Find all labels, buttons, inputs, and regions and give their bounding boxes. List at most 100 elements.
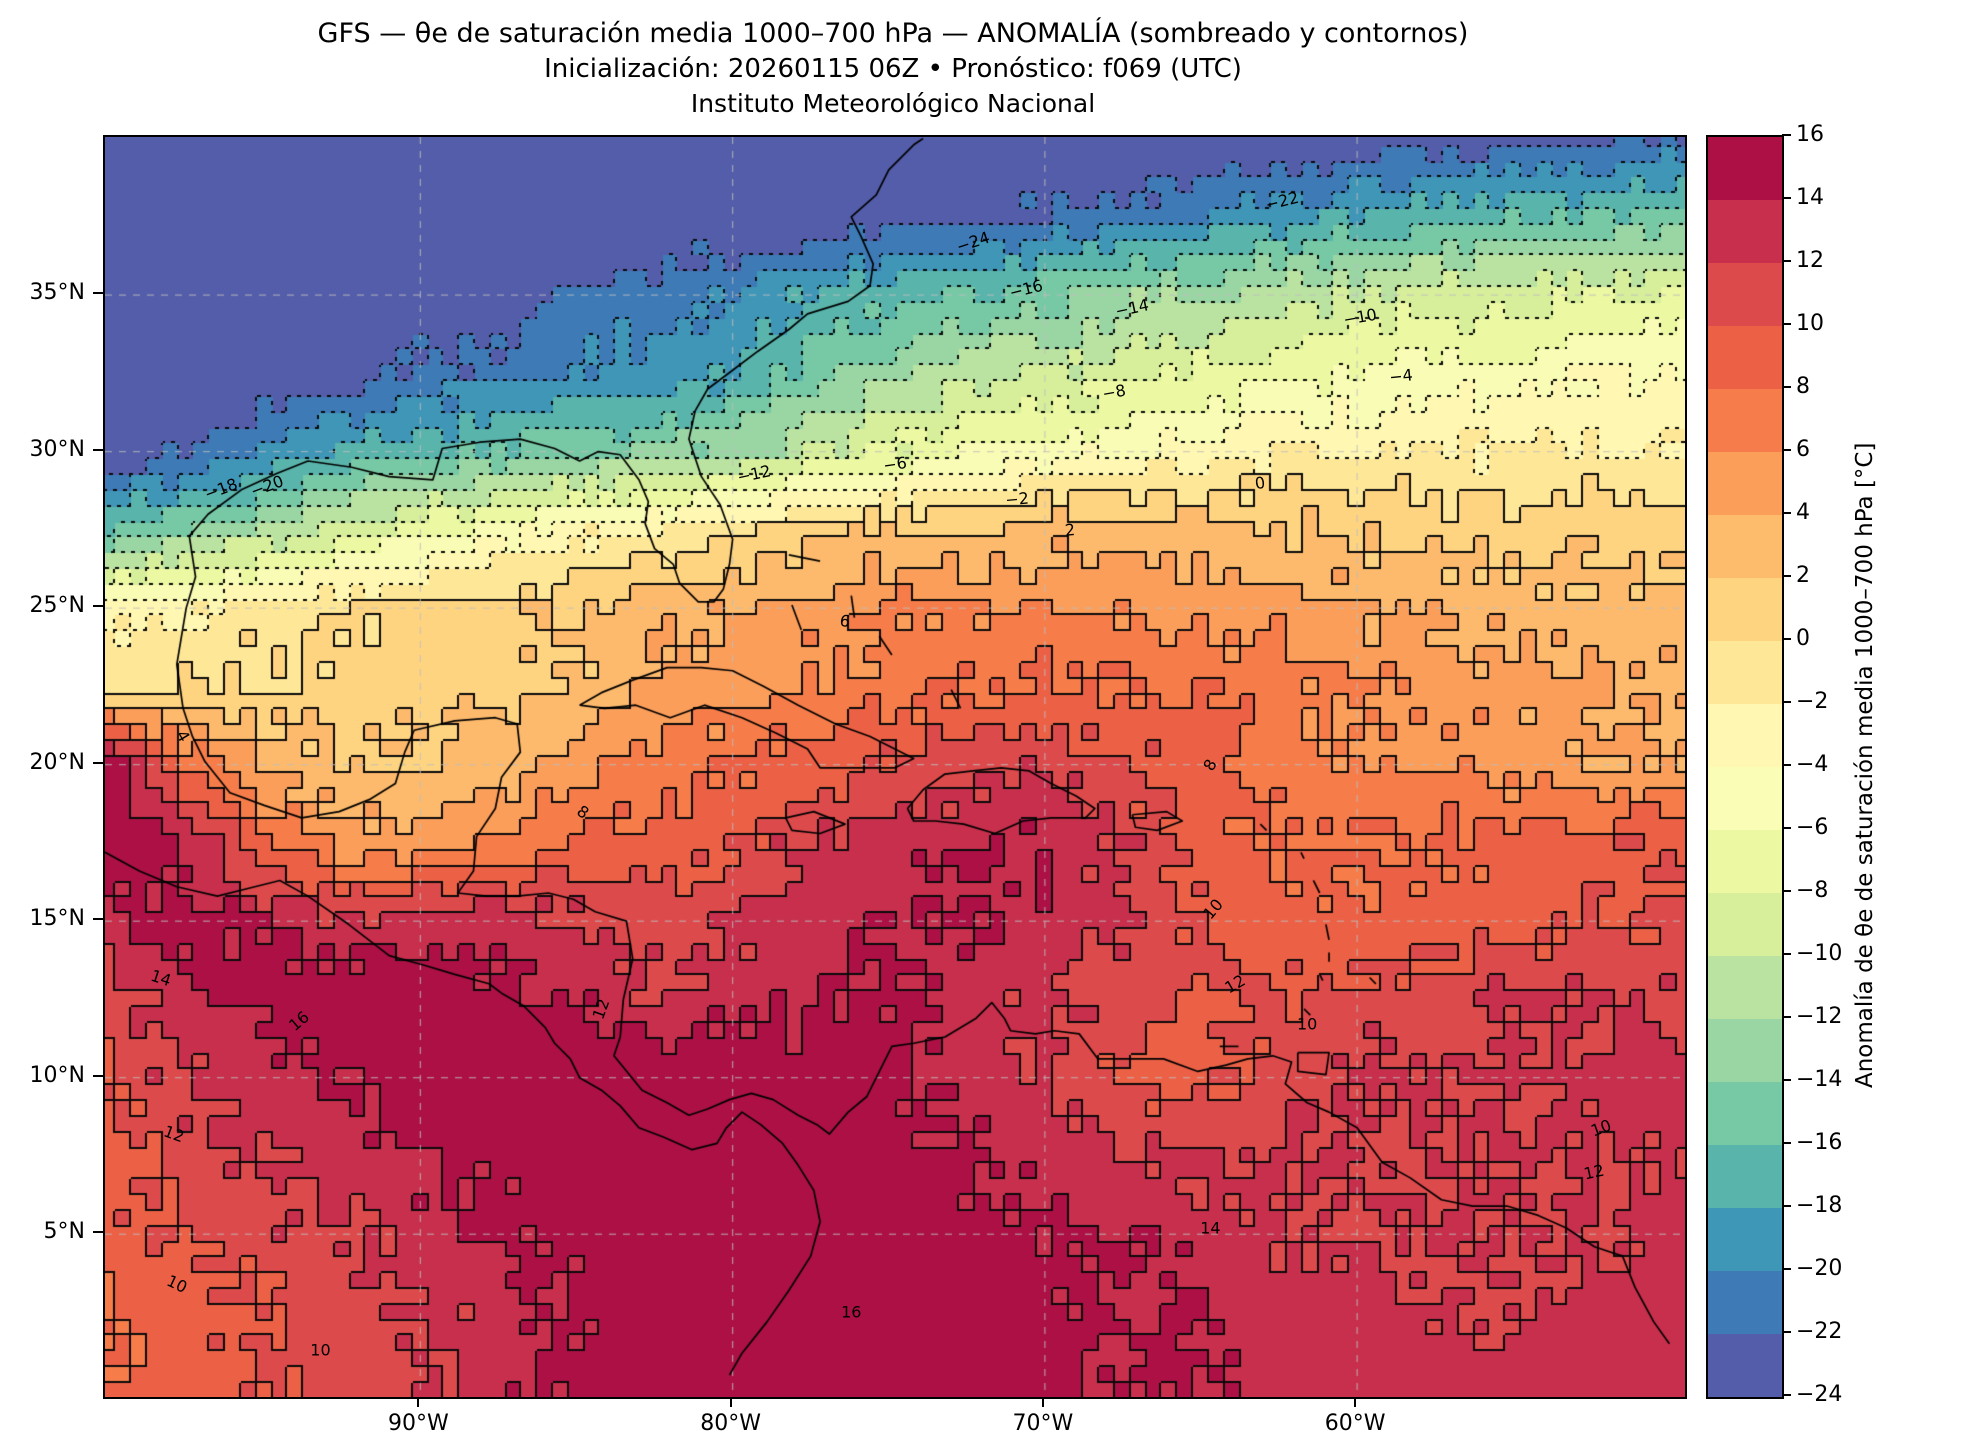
colorbar-segment <box>1708 200 1782 263</box>
colorbar-tick-label: −18 <box>1796 1193 1843 1218</box>
contour-label: −2 <box>1004 488 1030 510</box>
y-tick-label: 25°N <box>29 593 85 619</box>
x-tick-label: 80°W <box>700 1411 761 1436</box>
chart-title: GFS — θe de saturación media 1000–700 hP… <box>317 18 1469 49</box>
colorbar <box>1706 135 1784 1399</box>
colorbar-tickmark <box>1782 890 1791 892</box>
colorbar-tickmark <box>1782 386 1791 388</box>
colorbar-segment <box>1708 263 1782 326</box>
colorbar-segment <box>1708 830 1782 893</box>
colorbar-tickmark <box>1782 1394 1791 1396</box>
y-tickmark <box>93 918 103 921</box>
chart-institution: Instituto Meteorológico Nacional <box>690 89 1096 118</box>
colorbar-tickmark <box>1782 1142 1791 1144</box>
x-tick-label: 90°W <box>388 1411 449 1436</box>
colorbar-tickmark <box>1782 1079 1791 1081</box>
colorbar-tick-label: −14 <box>1796 1067 1843 1092</box>
y-tickmark <box>93 292 103 295</box>
colorbar-tickmark <box>1782 827 1791 829</box>
colorbar-segment <box>1708 767 1782 830</box>
colorbar-tick-label: 6 <box>1796 437 1810 462</box>
colorbar-tickmark <box>1782 701 1791 703</box>
colorbar-tick-label: −20 <box>1796 1256 1843 1281</box>
colorbar-tickmark <box>1782 323 1791 325</box>
y-tick-label: 10°N <box>29 1062 85 1088</box>
y-tickmark <box>93 1074 103 1077</box>
x-tickmark <box>729 1397 732 1407</box>
y-tick-label: 20°N <box>29 749 85 775</box>
x-tickmark <box>1354 1397 1357 1407</box>
colorbar-tick-label: 2 <box>1796 563 1810 588</box>
colorbar-segment <box>1708 1334 1782 1397</box>
x-tickmark <box>1041 1397 1044 1407</box>
colorbar-tickmark <box>1782 1331 1791 1333</box>
colorbar-tick-label: −24 <box>1796 1382 1843 1407</box>
contour-label: −4 <box>1388 365 1414 388</box>
contour-label: 12 <box>1582 1160 1607 1184</box>
colorbar-segment <box>1708 956 1782 1019</box>
map-plot: −24 −22 −16 −14 −10 −8 −6 −4 −12 −2 −18 −20 0 2 4 6 8 8 10… <box>103 135 1687 1399</box>
colorbar-tickmark <box>1782 1016 1791 1018</box>
colorbar-segment <box>1708 893 1782 956</box>
colorbar-segment <box>1708 515 1782 578</box>
y-tick-label: 30°N <box>29 436 85 462</box>
colorbar-tickmark <box>1782 512 1791 514</box>
colorbar-tick-label: 14 <box>1796 185 1824 210</box>
colorbar-segment <box>1708 1082 1782 1145</box>
colorbar-body <box>1708 137 1782 1397</box>
colorbar-tick-label: −22 <box>1796 1319 1843 1344</box>
colorbar-tickmark <box>1782 764 1791 766</box>
y-tick-label: 5°N <box>43 1219 85 1245</box>
colorbar-segment <box>1708 1208 1782 1271</box>
contour-label: 2 <box>1063 519 1076 540</box>
contour-label: 16 <box>841 1302 862 1322</box>
y-tickmark <box>93 448 103 451</box>
colorbar-tick-label: −2 <box>1796 689 1829 714</box>
y-tick-label: 35°N <box>29 280 85 306</box>
y-tickmark <box>93 1231 103 1234</box>
contour-label: 10 <box>310 1340 331 1360</box>
colorbar-tickmark <box>1782 1268 1791 1270</box>
colorbar-tick-label: −12 <box>1796 1004 1843 1029</box>
colorbar-tick-label: −8 <box>1796 878 1829 903</box>
colorbar-tick-label: 10 <box>1796 311 1824 336</box>
colorbar-segment <box>1708 704 1782 767</box>
colorbar-tick-label: 16 <box>1796 122 1824 147</box>
colorbar-segment <box>1708 326 1782 389</box>
colorbar-segment <box>1708 578 1782 641</box>
colorbar-tickmark <box>1782 953 1791 955</box>
colorbar-tickmark <box>1782 134 1791 136</box>
chart-header: GFS — θe de saturación media 1000–700 hP… <box>103 16 1683 120</box>
colorbar-tick-label: 12 <box>1796 248 1824 273</box>
y-tickmark <box>93 761 103 764</box>
contour-label: −6 <box>881 453 909 476</box>
x-tick-label: 60°W <box>1324 1411 1386 1436</box>
y-tick-label: 15°N <box>29 906 85 932</box>
colorbar-tick-label: 8 <box>1796 374 1810 399</box>
colorbar-tickmark <box>1782 449 1791 451</box>
colorbar-tick-label: −16 <box>1796 1130 1843 1155</box>
colorbar-tick-label: 0 <box>1796 626 1810 651</box>
x-tickmark <box>417 1397 420 1407</box>
colorbar-tick-label: −4 <box>1796 752 1829 777</box>
colorbar-segment <box>1708 452 1782 515</box>
contour-label: 14 <box>1200 1218 1221 1238</box>
colorbar-segment <box>1708 641 1782 704</box>
colorbar-tickmark <box>1782 575 1791 577</box>
colorbar-segment <box>1708 1271 1782 1334</box>
colorbar-segment <box>1708 137 1782 200</box>
coastline-overlay-canvas <box>105 137 1685 1397</box>
colorbar-tickmark <box>1782 197 1791 199</box>
colorbar-segment <box>1708 1145 1782 1208</box>
colorbar-tickmark <box>1782 1205 1791 1207</box>
colorbar-segment <box>1708 1019 1782 1082</box>
colorbar-tickmark <box>1782 638 1791 640</box>
colorbar-tick-label: −6 <box>1796 815 1829 840</box>
contour-label: 10 <box>1296 1014 1318 1034</box>
colorbar-segment <box>1708 389 1782 452</box>
colorbar-tickmark <box>1782 260 1791 262</box>
colorbar-tick-label: 4 <box>1796 500 1810 525</box>
y-tickmark <box>93 605 103 608</box>
x-tick-label: 70°W <box>1012 1411 1074 1436</box>
